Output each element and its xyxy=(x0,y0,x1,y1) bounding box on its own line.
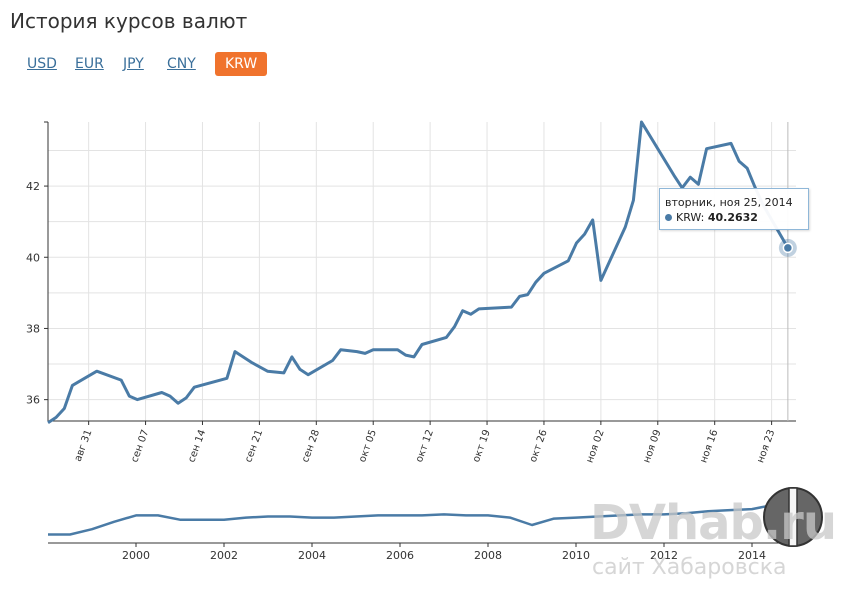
series-line-krw xyxy=(47,120,790,425)
x-tick-label: ноя 16 xyxy=(698,428,720,464)
x-tick-label: сен 07 xyxy=(129,428,151,464)
navigator-handle-icon[interactable] xyxy=(763,487,823,547)
tooltip-date: вторник, ноя 25, 2014 xyxy=(665,196,793,209)
navigator-tick-label: 2002 xyxy=(210,549,238,562)
hover-point xyxy=(782,242,794,254)
x-tick-label: окт 19 xyxy=(471,428,493,464)
tab-eur[interactable]: EUR xyxy=(75,56,104,72)
tab-usd[interactable]: USD xyxy=(27,56,57,72)
tooltip-series-label: KRW: xyxy=(676,211,705,224)
x-tick-label: окт 12 xyxy=(414,428,436,464)
x-tick-label: ноя 02 xyxy=(585,428,607,464)
tooltip-value: 40.2632 xyxy=(707,211,758,224)
tooltip-value-row: KRW: 40.2632 xyxy=(665,211,758,224)
y-tick-label: 38 xyxy=(26,322,40,335)
x-tick-label: ноя 23 xyxy=(755,428,777,464)
x-tick-label: сен 28 xyxy=(300,428,322,464)
tab-cny[interactable]: CNY xyxy=(167,56,196,72)
navigator-tick-label: 2012 xyxy=(650,549,678,562)
x-tick-label: сен 21 xyxy=(243,428,265,464)
navigator-tick-label: 2010 xyxy=(562,549,590,562)
chart-tooltip: вторник, ноя 25, 2014 KRW: 40.2632 xyxy=(659,188,809,230)
y-tick-label: 42 xyxy=(26,180,40,193)
navigator-series-line xyxy=(48,499,792,536)
series-dot-icon xyxy=(665,214,672,221)
navigator-tick-label: 2006 xyxy=(386,549,414,562)
watermark-brand: DVhab.ru xyxy=(590,495,837,551)
tab-jpy[interactable]: JPY xyxy=(123,56,144,72)
navigator-tick-label: 2014 xyxy=(738,549,766,562)
navigator-tick-label: 2004 xyxy=(298,549,326,562)
tab-krw[interactable]: KRW xyxy=(215,52,268,76)
x-tick-label: ноя 09 xyxy=(641,428,663,464)
x-tick-label: сен 14 xyxy=(186,428,208,464)
x-tick-label: окт 05 xyxy=(357,428,379,464)
navigator-tick-label: 2008 xyxy=(474,549,502,562)
x-tick-label: окт 26 xyxy=(528,428,550,464)
x-tick-label: авг 31 xyxy=(73,428,95,463)
navigator-handle-grip xyxy=(788,487,798,547)
y-tick-label: 40 xyxy=(26,251,40,264)
navigator-tick-label: 2000 xyxy=(122,549,150,562)
page-title: История курсов валют xyxy=(10,9,248,33)
watermark-subtitle: сайт Хабаровска xyxy=(592,555,787,580)
y-tick-label: 36 xyxy=(26,394,40,407)
